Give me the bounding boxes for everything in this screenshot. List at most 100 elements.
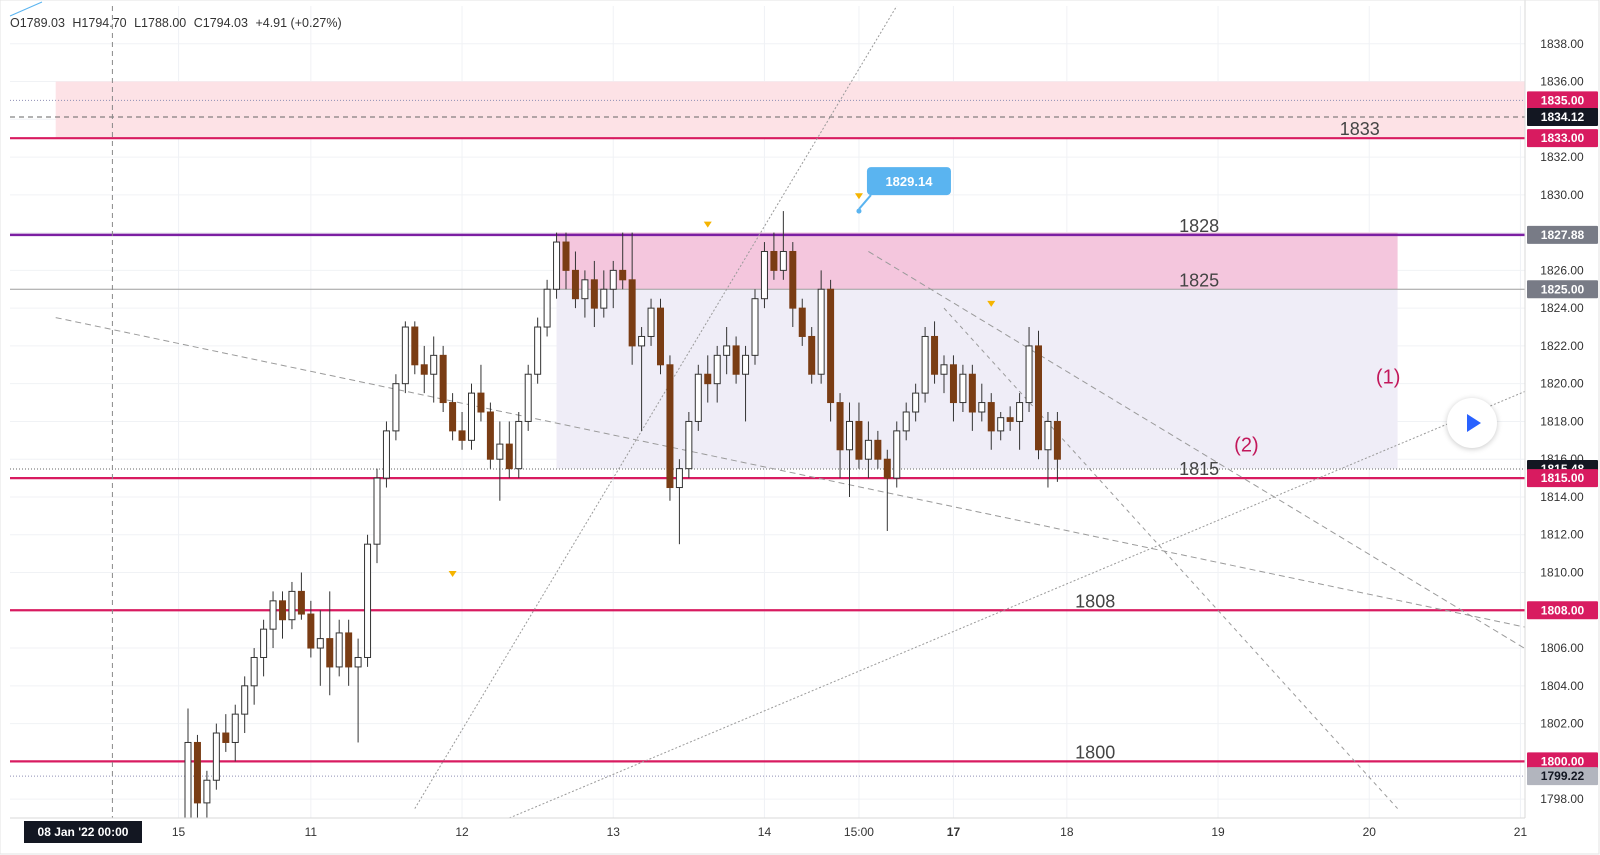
- price-tag-1808.00-box: [1527, 601, 1598, 620]
- candle: [940, 355, 948, 394]
- x-tick-label: 11: [305, 825, 318, 839]
- x-tick-label: 14: [758, 825, 772, 839]
- x-tick-label: 21: [1514, 825, 1528, 839]
- candle: [553, 232, 561, 299]
- candle: [222, 714, 230, 752]
- candle-body-down: [458, 430, 466, 441]
- candle: [260, 619, 268, 677]
- candle: [241, 676, 249, 734]
- price-tag-1815.00-box: [1527, 469, 1598, 488]
- y-tick-label: 1830.00: [1540, 188, 1584, 202]
- candle-body-up: [779, 250, 787, 271]
- candle: [846, 402, 853, 497]
- candle-body-up: [600, 288, 608, 309]
- candle-body-up: [940, 364, 948, 375]
- price-tag-1808.00: 1808.00: [1541, 603, 1585, 617]
- ohlc-close: C1794.03: [193, 16, 248, 30]
- candle-body-down: [193, 741, 201, 804]
- candle: [647, 298, 655, 346]
- candle: [808, 327, 816, 384]
- candle: [477, 364, 485, 422]
- candle: [874, 430, 882, 469]
- candle: [628, 232, 636, 365]
- price-tag-1800.00-box: [1527, 752, 1598, 771]
- candle-body-up: [1044, 420, 1052, 451]
- candle: [515, 412, 523, 479]
- time-crosshair-tag-box: [24, 821, 142, 843]
- candle: [883, 449, 891, 531]
- candle: [373, 468, 381, 564]
- candle: [742, 345, 750, 422]
- candle: [401, 321, 409, 394]
- candle-body-up: [751, 298, 759, 356]
- candle-body-up: [392, 383, 400, 432]
- ohlc-change: +4.91 (+0.27%): [255, 16, 342, 30]
- box-zone: [556, 289, 1398, 469]
- candle-body-down: [628, 279, 636, 347]
- plot-area: 1833 1828 1825 1815 1808 1800 (1) (2) 1829.14: [10, 6, 1525, 818]
- y-tick-label: 1838.00: [1540, 37, 1584, 51]
- high-callout-value: 1829.14: [885, 174, 933, 189]
- candle: [893, 421, 901, 488]
- callout-box: [866, 167, 951, 196]
- candle: [354, 638, 362, 743]
- candle-body-up: [231, 713, 239, 743]
- play-replay-button[interactable]: [1447, 398, 1497, 448]
- candle-body-up: [212, 732, 220, 781]
- candle: [1035, 330, 1042, 460]
- candle-body-up: [241, 685, 249, 715]
- candle-body-down: [619, 269, 627, 281]
- candle-body-up: [921, 335, 929, 394]
- candle: [713, 345, 721, 403]
- candle: [959, 364, 967, 412]
- price-tag-1827.88-box: [1527, 225, 1598, 244]
- candle: [789, 242, 797, 328]
- level-label-1808: 1808: [1075, 591, 1115, 611]
- candle: [505, 421, 513, 479]
- dashed-trendline-1: [55, 317, 1525, 628]
- candle-body-down: [505, 443, 513, 470]
- y-tick-label: 1814.00: [1540, 490, 1584, 504]
- candle: [468, 383, 475, 450]
- price-tag-1799.22: 1799.22: [1541, 769, 1585, 783]
- price-tag-1815.00: 1815.00: [1541, 471, 1585, 485]
- candle-body-down: [279, 600, 286, 621]
- candle: [619, 232, 627, 290]
- marker-triangle-icon: [703, 221, 712, 228]
- candle: [297, 572, 305, 620]
- candle: [335, 619, 343, 677]
- candle: [193, 734, 201, 818]
- candle: [496, 421, 504, 501]
- candle-body-up: [382, 430, 390, 479]
- candle: [657, 298, 664, 375]
- candle-body-up: [723, 345, 731, 356]
- candle: [571, 251, 579, 309]
- candle-body-up: [430, 354, 438, 375]
- candle-body-up: [316, 638, 324, 649]
- candle-body-down: [486, 411, 494, 460]
- drawing-tool-line: [9, 1, 43, 17]
- candle: [968, 364, 976, 431]
- candle: [411, 321, 419, 375]
- level-label-1825: 1825: [1179, 270, 1219, 290]
- candle-body-up: [364, 543, 372, 658]
- candle-body-up: [524, 373, 532, 422]
- candle-body-down: [770, 250, 778, 271]
- candle-body-down: [874, 439, 882, 460]
- y-tick-label: 1822.00: [1540, 339, 1584, 353]
- candle-body-up: [647, 307, 655, 337]
- candle-body-down: [657, 307, 664, 366]
- candle: [704, 355, 712, 403]
- x-tick-label: 18: [1060, 825, 1074, 839]
- play-icon: [1467, 414, 1481, 432]
- candle-body-up: [373, 477, 381, 545]
- candle-body-down: [439, 354, 447, 404]
- candle-body-down: [883, 458, 891, 479]
- candle: [751, 289, 759, 365]
- level-label-1800: 1800: [1075, 742, 1115, 762]
- candle-body-up: [742, 354, 750, 375]
- candle: [307, 600, 315, 658]
